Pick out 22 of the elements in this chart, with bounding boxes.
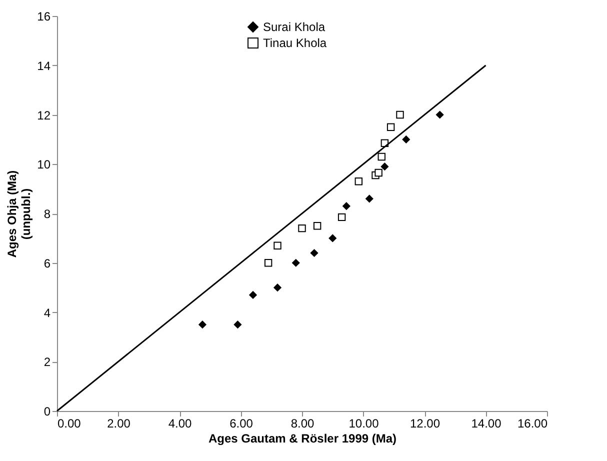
- y-axis-title: Ages Ohja (Ma) (unpubl.): [5, 170, 34, 258]
- x-tick-label: 14.00: [471, 416, 502, 430]
- y-tick-label: 12: [37, 108, 51, 122]
- y-tick-label: 10: [37, 158, 51, 172]
- y-tick-label: 2: [44, 355, 51, 370]
- x-axis-title: Ages Gautam & Rösler 1999 (Ma): [208, 432, 397, 446]
- x-tick-label: 12.00: [410, 416, 440, 430]
- y-tick-label: 8: [44, 207, 51, 221]
- x-tick-label: 8.00: [290, 416, 314, 430]
- y-tick-label: 4: [44, 306, 51, 320]
- legend-label: Tinau Khola: [263, 36, 327, 50]
- legend-label: Surai Khola: [263, 20, 326, 34]
- x-tick-label: 0.00: [58, 416, 82, 430]
- x-tick-label: 6.00: [230, 416, 254, 430]
- y-tick-label: 14: [37, 58, 51, 73]
- x-tick-label: 2.00: [107, 416, 131, 430]
- x-tick-label: 16.00: [517, 416, 548, 430]
- x-tick-label: 4.00: [168, 416, 192, 430]
- y-tick-label: 6: [44, 256, 51, 270]
- x-tick-label: 10.00: [348, 416, 380, 430]
- y-tick-label: 16: [37, 10, 51, 24]
- y-tick-label: 0: [44, 404, 51, 418]
